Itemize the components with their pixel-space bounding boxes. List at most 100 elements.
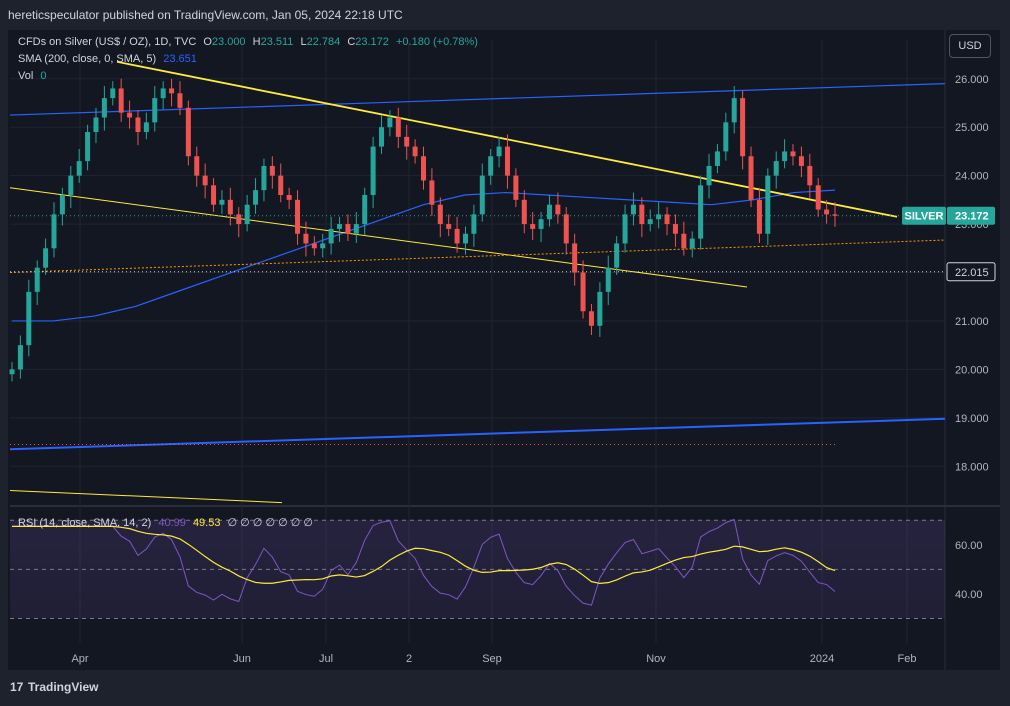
candle-body — [110, 88, 116, 99]
volume-value: 0 — [40, 70, 47, 82]
rsi-sma-line — [12, 525, 836, 585]
candle-body — [412, 146, 418, 157]
time-tick-label: Jun — [233, 653, 251, 665]
candle-body — [43, 248, 49, 268]
candle-body — [765, 175, 771, 234]
time-tick-label: Apr — [71, 653, 88, 665]
rsi-extra: ∅ ∅ ∅ ∅ ∅ ∅ ∅ — [227, 517, 313, 529]
price-tick-label: 24.000 — [955, 171, 989, 183]
candle-body — [496, 146, 502, 157]
candle-body — [538, 219, 544, 229]
rsi-line — [12, 518, 836, 606]
axes-layer: 26.00025.00024.00023.00022.00021.00020.0… — [71, 74, 996, 665]
candle-body — [824, 209, 830, 215]
candle-body — [345, 224, 351, 234]
legend-rsi-row[interactable]: RSI (14, close, SMA, 14, 2) 40.99 49.53 … — [18, 516, 317, 529]
candle-body — [656, 214, 662, 220]
candle-body — [462, 233, 468, 244]
currency-button[interactable]: USD — [949, 34, 991, 58]
candle-body — [118, 88, 124, 113]
candle-body — [101, 98, 107, 118]
candle-body — [379, 127, 385, 147]
candle-body — [395, 117, 401, 137]
close-value: 23.172 — [355, 36, 389, 48]
symbol-tag-bg — [902, 206, 946, 225]
rsi-layer: 60.00 40.00 — [10, 518, 983, 619]
last-price-tag-bg — [947, 206, 995, 225]
candle-body — [185, 107, 191, 157]
publisher-line: hereticspeculator published on TradingVi… — [8, 8, 403, 22]
tradingview-logo[interactable]: 17 TradingView — [10, 680, 98, 694]
time-tick-label: 2024 — [810, 653, 834, 665]
volume-label: Vol — [18, 70, 34, 82]
candle-body — [681, 233, 687, 249]
candle-body — [236, 214, 242, 225]
candle-body — [614, 243, 620, 268]
candle-body — [135, 117, 141, 133]
rsi-tick-label: 40.00 — [955, 589, 983, 601]
candle-body — [479, 175, 485, 215]
low-value: 22.784 — [306, 36, 341, 48]
rsi-label: RSI (14, close, SMA, 14, 2) — [18, 517, 152, 529]
candle-body — [639, 204, 645, 225]
blue-channel-bottom — [9, 417, 946, 451]
candle-body — [76, 161, 82, 176]
candle-body — [227, 199, 233, 215]
candle-body — [51, 214, 57, 249]
candle-body — [387, 117, 393, 128]
rsi-tick-label: 60.00 — [955, 540, 983, 552]
candle-body — [328, 228, 334, 244]
candle-body — [253, 190, 259, 205]
candle-body — [488, 156, 494, 176]
candle-body — [597, 291, 603, 326]
hline-price-tag: 22.015 — [955, 267, 989, 279]
candle-body — [353, 224, 359, 234]
candle-body — [269, 165, 275, 176]
candle-body — [177, 93, 183, 108]
candle-body — [169, 88, 175, 94]
low-label: L — [300, 36, 307, 48]
trendlines-layer — [9, 60, 946, 504]
legend-volume-row[interactable]: Vol 0 — [18, 70, 50, 82]
candle-body — [723, 122, 729, 152]
candle-body — [530, 224, 536, 229]
rsi-sma-value: 49.53 — [192, 517, 221, 529]
tv-logo-icon: 17 — [10, 680, 24, 694]
candle-body — [714, 151, 720, 166]
candle-body — [244, 204, 250, 225]
candle-body — [647, 219, 653, 225]
price-tick-label: 25.000 — [955, 122, 989, 134]
price-tick-label: 20.000 — [955, 364, 989, 376]
candle-body — [672, 224, 678, 234]
candle-body — [152, 98, 158, 123]
candle-body — [93, 117, 99, 133]
candle-body — [563, 214, 569, 244]
candle-body — [437, 204, 443, 225]
candle-body — [740, 98, 746, 157]
candle-body — [127, 112, 133, 118]
candle-body — [26, 291, 32, 346]
candle-body — [580, 272, 586, 312]
candle-body — [698, 185, 704, 239]
symbol-tag: SILVER — [905, 211, 944, 223]
candle-body — [471, 214, 477, 234]
candle-body — [68, 175, 74, 195]
sma-line — [12, 189, 836, 322]
candle-body — [622, 214, 628, 244]
candle-body — [555, 204, 561, 215]
candle-body — [143, 122, 149, 133]
legend-sma-row[interactable]: SMA (200, close, 0, SMA, 5) 23.651 — [18, 53, 201, 65]
candle-body — [202, 175, 208, 186]
candle-body — [219, 199, 225, 205]
orange-dotted-line — [9, 239, 946, 273]
close-label: C — [347, 36, 356, 48]
candle-body — [815, 185, 821, 210]
candle-body — [261, 165, 267, 191]
time-tick-label: Sep — [482, 653, 502, 665]
candle-body — [748, 156, 754, 200]
legend-symbol-row: CFDs on Silver (US$ / OZ), 1D, TVC O23.0… — [18, 36, 482, 48]
candle-body — [59, 195, 65, 215]
candle-body — [513, 175, 519, 200]
price-tick-label: 19.000 — [955, 413, 989, 425]
